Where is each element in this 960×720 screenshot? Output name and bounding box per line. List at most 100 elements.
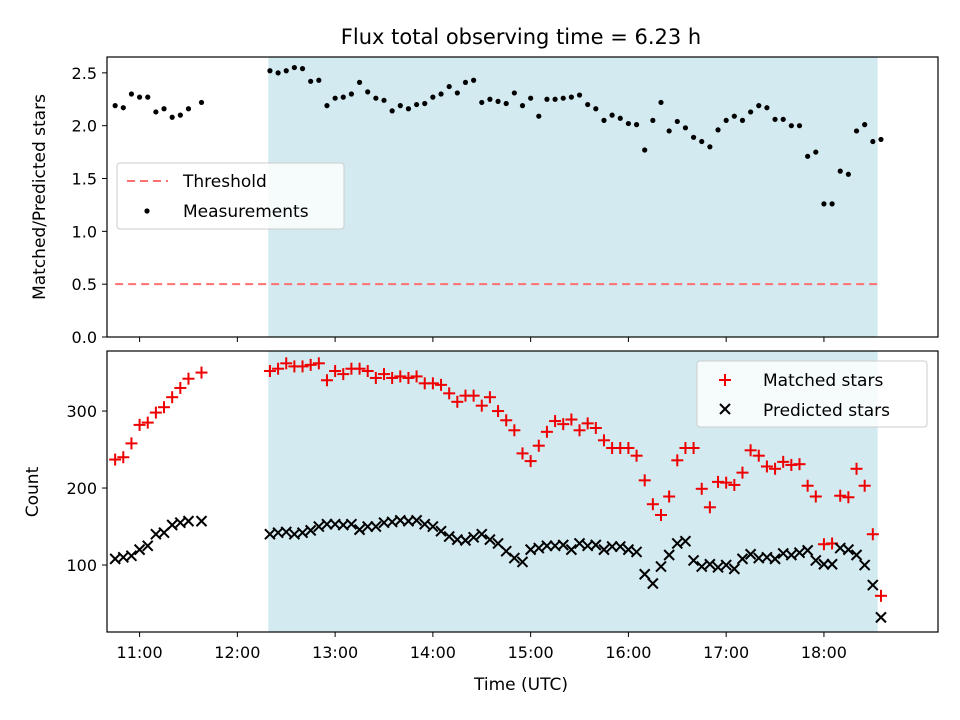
predicted-star-point bbox=[630, 546, 643, 558]
predicted-star-point bbox=[476, 528, 488, 540]
matched-star-point bbox=[158, 401, 171, 414]
matched-star-point bbox=[777, 455, 790, 468]
matched-star-point bbox=[263, 365, 276, 378]
measurement-point bbox=[739, 117, 746, 123]
x-axis-label: Time (UTC) bbox=[473, 675, 568, 695]
matched-star-point bbox=[760, 460, 773, 473]
predicted-star-point bbox=[720, 559, 732, 571]
matched-star-point bbox=[842, 491, 855, 504]
ratio-y-tick-label: 2.5 bbox=[72, 64, 97, 83]
matched-star-point bbox=[597, 434, 610, 447]
matched-star-point bbox=[195, 366, 208, 379]
matched-star-point bbox=[353, 362, 366, 375]
matched-star-point bbox=[280, 357, 293, 370]
predicted-star-point bbox=[459, 534, 472, 547]
matched-star-point bbox=[695, 482, 708, 495]
matched-star-point bbox=[769, 462, 782, 475]
matched-star-point bbox=[426, 377, 439, 390]
measurement-point bbox=[658, 99, 664, 106]
predicted-star-point bbox=[801, 544, 814, 557]
measurement-point bbox=[878, 136, 884, 143]
measurement-point bbox=[788, 123, 794, 129]
matched-star-point bbox=[272, 362, 285, 375]
matched-star-point bbox=[182, 372, 195, 385]
matched-star-point bbox=[655, 508, 667, 521]
measurement-point bbox=[365, 89, 371, 95]
predicted-star-point bbox=[598, 543, 610, 556]
count-panel: 100 200 300 11:00 12:00 13:00 14:00 15:00 16:00… bbox=[23, 350, 939, 695]
matched-star-point bbox=[524, 455, 537, 468]
measurement-point bbox=[397, 103, 403, 109]
matched-star-point bbox=[475, 399, 488, 412]
measurement-point bbox=[503, 100, 509, 107]
predicted-star-point bbox=[614, 540, 626, 553]
measurement-point bbox=[576, 92, 583, 98]
predicted-star-point bbox=[280, 526, 292, 538]
matched-star-point bbox=[801, 479, 814, 492]
predicted-star-point bbox=[875, 611, 887, 624]
measurement-points bbox=[112, 64, 884, 207]
measurement-point bbox=[120, 105, 126, 111]
predicted-star-point bbox=[687, 554, 700, 567]
measurement-point bbox=[609, 112, 615, 118]
measurement-point bbox=[430, 94, 436, 100]
ratio-y-tick-label: 0.0 bbox=[72, 328, 97, 347]
measurement-point bbox=[568, 94, 574, 100]
count-panel-frame bbox=[106, 350, 939, 633]
count-x-tick-label: 12:00 bbox=[214, 643, 260, 662]
predicted-star-point bbox=[516, 556, 529, 568]
ratio-legend-box bbox=[116, 162, 345, 230]
count-y-ticks: 100 200 300 bbox=[66, 402, 107, 575]
measurement-point bbox=[813, 149, 819, 155]
predicted-star-point bbox=[663, 549, 675, 561]
ratio-y-tick-label: 1.0 bbox=[72, 222, 97, 241]
ratio-y-tick-label: 2.0 bbox=[72, 117, 97, 136]
matched-legend-swatch bbox=[719, 374, 731, 386]
predicted-star-point bbox=[182, 515, 195, 527]
matched-star-point bbox=[720, 476, 733, 489]
predicted-star-point bbox=[467, 531, 480, 544]
predicted-star-point bbox=[728, 563, 741, 575]
predicted-star-point bbox=[419, 518, 431, 530]
matched-star-point bbox=[435, 378, 448, 391]
measurement-point bbox=[780, 116, 786, 122]
measurement-point bbox=[528, 95, 534, 101]
matched-star-point bbox=[516, 447, 529, 460]
observing-window-shade bbox=[268, 57, 878, 337]
predicted-star-point bbox=[133, 543, 146, 556]
measurement-point bbox=[267, 68, 273, 74]
measurement-point bbox=[633, 122, 640, 128]
measurement-point bbox=[796, 123, 803, 129]
matched-star-point bbox=[443, 387, 456, 400]
measurement-point bbox=[348, 91, 355, 97]
measurement-point bbox=[821, 201, 827, 207]
ratio-legend: Threshold Measurements bbox=[116, 162, 345, 230]
predicted-star-point bbox=[867, 579, 879, 591]
predicted-star-point bbox=[557, 539, 569, 551]
predicted-star-point bbox=[679, 535, 692, 547]
count-x-tick-label: 18:00 bbox=[801, 643, 847, 662]
measurement-point bbox=[112, 103, 118, 109]
measurement-point bbox=[356, 79, 363, 85]
predicted-star-point bbox=[704, 558, 716, 570]
chart-title: Flux total observing time = 6.23 h bbox=[341, 25, 701, 49]
count-x-tick-label: 15:00 bbox=[508, 643, 554, 662]
matched-star-point bbox=[174, 381, 187, 394]
measurements-legend-label: Measurements bbox=[183, 202, 309, 222]
measurement-point bbox=[308, 78, 314, 84]
count-x-tick-label: 14:00 bbox=[410, 643, 456, 662]
measurement-point bbox=[389, 108, 395, 114]
matched-star-point bbox=[850, 462, 863, 475]
measurement-point bbox=[642, 147, 648, 153]
predicted-star-point bbox=[541, 540, 553, 552]
matched-star-point bbox=[378, 368, 390, 381]
ratio-y-tick-label: 1.5 bbox=[72, 170, 97, 189]
count-x-tick-label: 17:00 bbox=[703, 643, 749, 662]
measurement-point bbox=[413, 101, 420, 108]
predicted-star-point bbox=[606, 540, 618, 553]
measurement-point bbox=[723, 117, 729, 123]
predicted-star-point bbox=[744, 548, 757, 560]
ratio-x-ticks bbox=[139, 337, 825, 342]
predicted-star-point bbox=[195, 515, 208, 527]
measurement-point bbox=[519, 103, 526, 109]
